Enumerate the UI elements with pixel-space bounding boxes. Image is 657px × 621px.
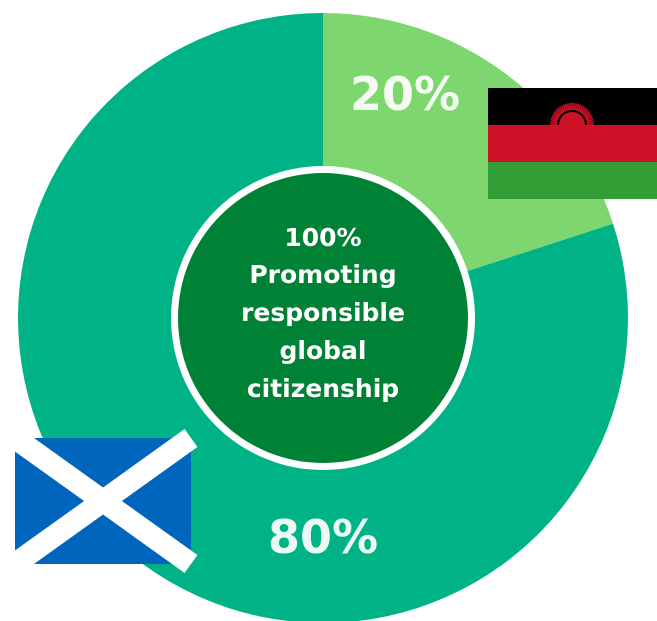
center-text-line-1: 100% xyxy=(284,223,361,252)
center-text-line-5: citizenship xyxy=(247,374,399,403)
malawi-flag-sun-ray xyxy=(578,105,584,113)
slice-label-scotland: 80% xyxy=(268,510,378,564)
malawi-flag-sun-ray xyxy=(583,110,590,117)
malawi-flag-sun-ray xyxy=(557,107,563,115)
malawi-flag-sun-ray xyxy=(584,112,592,118)
center-text: 100% Promoting responsible global citize… xyxy=(241,223,405,403)
scotland-flag-icon xyxy=(8,429,198,573)
malawi-flag-icon xyxy=(488,88,657,199)
malawi-flag-stripe-green xyxy=(488,162,657,199)
slice-label-malawi: 20% xyxy=(350,67,460,121)
malawi-flag-sun-ray xyxy=(582,109,589,116)
malawi-flag-sun-ray xyxy=(562,104,567,112)
malawi-flag-sun-ray xyxy=(550,120,558,124)
malawi-flag-sun-ray xyxy=(572,103,576,111)
center-text-line-3: responsible xyxy=(241,298,405,327)
malawi-flag-sun-ray xyxy=(554,110,561,117)
malawi-flag-sun-ray xyxy=(585,114,593,120)
malawi-flag-sun-ray xyxy=(585,116,593,121)
malawi-flag-sun-ray xyxy=(560,105,566,113)
malawi-flag-sun-ray xyxy=(579,106,586,114)
malawi-flag-sun-ray xyxy=(555,109,562,116)
malawi-flag-sun-ray xyxy=(551,116,559,121)
center-circle xyxy=(178,173,468,463)
malawi-flag-sun-ray xyxy=(558,106,565,114)
malawi-flag-sun-ray xyxy=(564,103,569,111)
scotland-flag-saltire-2 xyxy=(8,429,198,573)
malawi-flag-sun xyxy=(549,103,595,126)
malawi-flag-sun-ray xyxy=(586,118,594,123)
malawi-flag-sun-ray xyxy=(586,120,594,124)
center-text-line-4: global xyxy=(280,336,367,365)
malawi-flag-sun-ray xyxy=(581,107,587,115)
malawi-flag-sun-ray xyxy=(577,104,582,112)
center-text-line-2: Promoting xyxy=(249,260,396,289)
malawi-flag-sun-disc xyxy=(559,112,585,125)
malawi-flag-sun-ray xyxy=(574,103,578,111)
malawi-flag-sun-ray xyxy=(575,103,580,111)
malawi-flag-sun-ray xyxy=(552,112,560,118)
malawi-flag-sun-ray xyxy=(550,118,558,123)
malawi-flag-sun-ray xyxy=(566,103,570,111)
malawi-flag-sun-ray xyxy=(551,114,559,120)
malawi-flag-stripe-red xyxy=(488,125,657,162)
malawi-flag-sun-ray xyxy=(568,103,572,111)
